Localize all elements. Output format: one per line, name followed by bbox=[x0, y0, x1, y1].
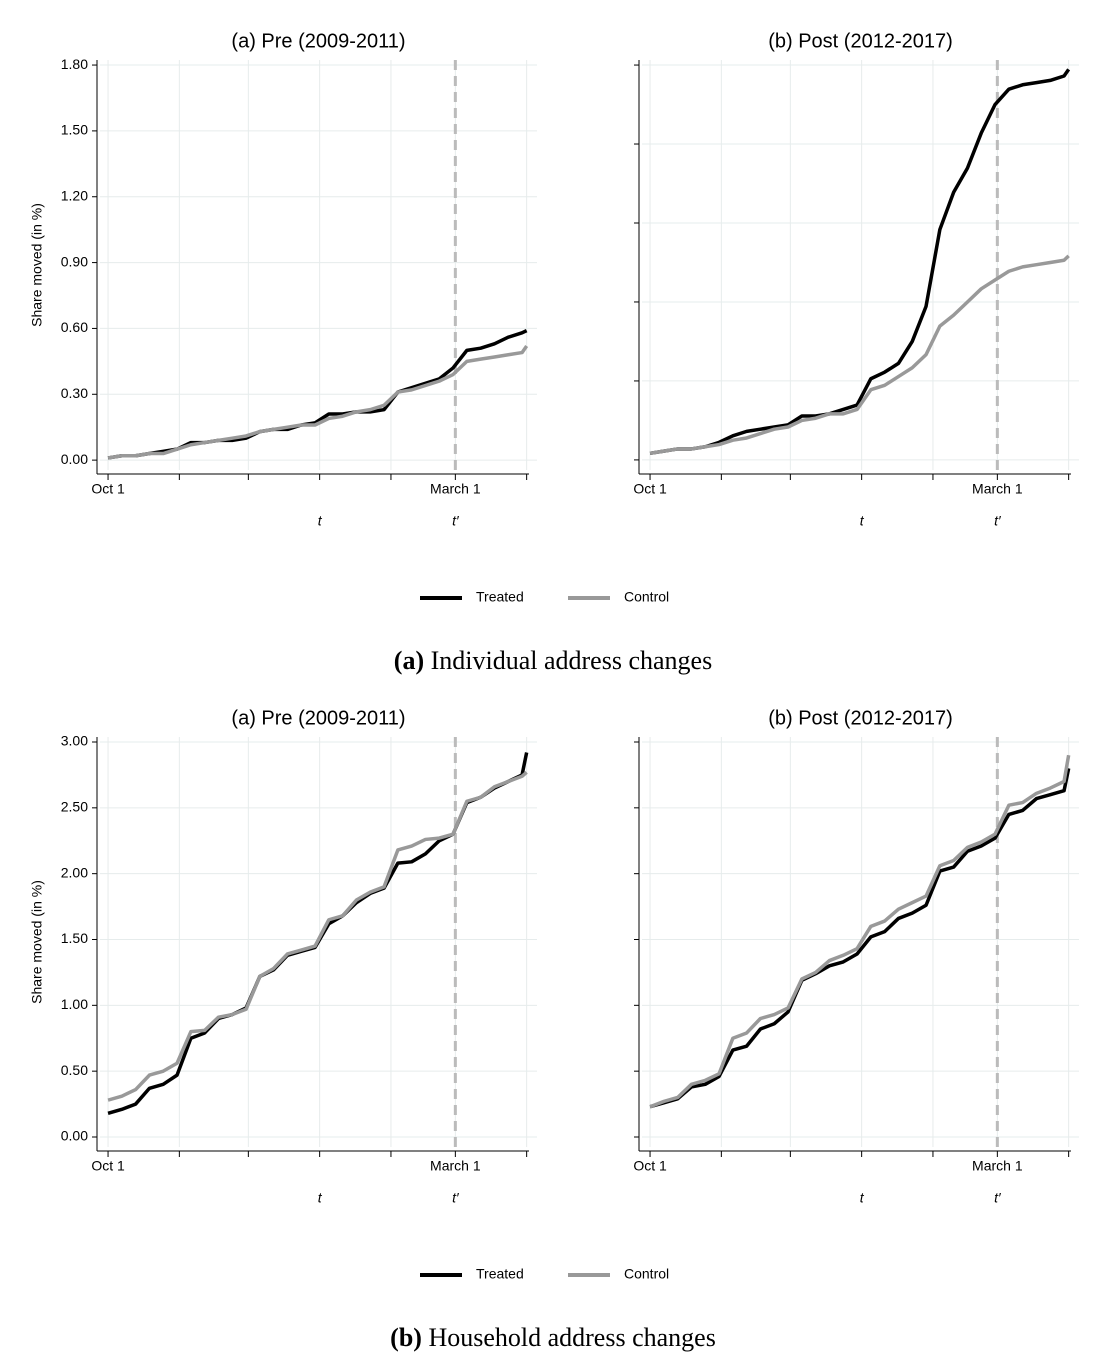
annotation: t bbox=[318, 1190, 323, 1206]
annotation: t bbox=[860, 513, 865, 529]
figure-caption: (a) Individual address changes bbox=[394, 646, 712, 675]
legend-label: Control bbox=[624, 1266, 669, 1282]
x-tick-label: Oct 1 bbox=[91, 1158, 125, 1174]
series-line bbox=[649, 254, 1070, 456]
annotation: t bbox=[860, 1190, 865, 1206]
y-tick-label: 2.00 bbox=[61, 864, 88, 880]
y-tick-label: 0.00 bbox=[61, 1128, 88, 1144]
x-tick-label: Oct 1 bbox=[91, 481, 125, 497]
x-tick-label: March 1 bbox=[972, 481, 1023, 497]
caption-label: (b) bbox=[390, 1323, 422, 1352]
y-tick-label: 0.30 bbox=[61, 385, 88, 401]
y-tick-label: 0.90 bbox=[61, 253, 88, 269]
y-tick-label: 0.50 bbox=[61, 1062, 88, 1078]
chart-title: (a) Pre (2009-2011) bbox=[231, 707, 405, 729]
x-tick-label: Oct 1 bbox=[633, 1158, 667, 1174]
annotation: t′ bbox=[452, 513, 460, 529]
caption-label: (a) bbox=[394, 646, 424, 675]
y-tick-label: 1.00 bbox=[61, 996, 88, 1012]
caption-text: Individual address changes bbox=[431, 646, 713, 675]
annotation: t′ bbox=[994, 1190, 1002, 1206]
chart-title: (a) Pre (2009-2011) bbox=[231, 30, 405, 52]
series-line bbox=[649, 767, 1071, 1109]
y-axis-label: Share moved (in %) bbox=[29, 203, 45, 327]
annotation: t′ bbox=[452, 1190, 460, 1206]
caption-text: Household address changes bbox=[428, 1323, 715, 1352]
annotation: t′ bbox=[994, 513, 1002, 529]
series-line bbox=[649, 68, 1071, 456]
figure-caption: (b) Household address changes bbox=[390, 1323, 716, 1352]
legend-label: Treated bbox=[476, 589, 524, 605]
series-line bbox=[107, 770, 528, 1102]
series-line bbox=[107, 344, 529, 460]
x-tick-label: March 1 bbox=[430, 1158, 481, 1174]
chart-title: (b) Post (2012-2017) bbox=[768, 707, 953, 729]
legend-label: Treated bbox=[476, 1266, 524, 1282]
y-tick-label: 1.50 bbox=[61, 122, 88, 138]
y-tick-label: 0.00 bbox=[61, 451, 88, 467]
y-tick-label: 2.50 bbox=[61, 799, 88, 815]
y-tick-label: 1.20 bbox=[61, 187, 88, 203]
y-axis-label: Share moved (in %) bbox=[29, 880, 45, 1004]
y-tick-label: 1.80 bbox=[61, 56, 88, 72]
chart-title: (b) Post (2012-2017) bbox=[768, 30, 953, 52]
y-tick-label: 1.50 bbox=[61, 930, 88, 946]
x-tick-label: Oct 1 bbox=[633, 481, 667, 497]
annotation: t bbox=[318, 513, 323, 529]
x-tick-label: March 1 bbox=[430, 481, 481, 497]
legend-label: Control bbox=[624, 589, 669, 605]
y-tick-label: 3.00 bbox=[61, 733, 88, 749]
series-line bbox=[649, 754, 1071, 1109]
y-tick-label: 0.60 bbox=[61, 319, 88, 335]
x-tick-label: March 1 bbox=[972, 1158, 1023, 1174]
